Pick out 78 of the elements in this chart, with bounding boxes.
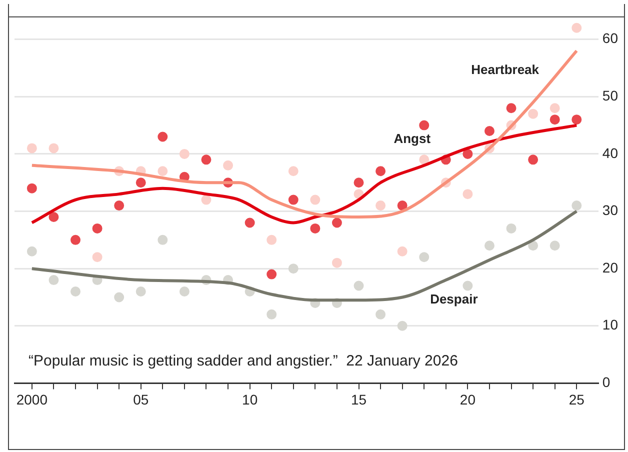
point [136, 178, 146, 188]
point [136, 286, 146, 296]
point [550, 114, 560, 125]
y-tick-label: 0 [602, 374, 610, 390]
point [419, 120, 430, 130]
point [26, 143, 37, 154]
point [48, 212, 59, 222]
point [92, 252, 102, 262]
point [26, 246, 37, 256]
point [528, 240, 538, 251]
point [397, 320, 408, 331]
point [266, 269, 277, 280]
point [288, 194, 298, 205]
point [354, 280, 364, 291]
x-tick-label: 10 [242, 391, 258, 408]
point [528, 154, 538, 165]
point [332, 218, 342, 228]
point [266, 309, 277, 320]
point [462, 148, 473, 159]
y-tick-label: 10 [602, 316, 618, 333]
x-tick-label: 20 [460, 391, 476, 408]
point [550, 103, 560, 114]
point [310, 223, 320, 234]
y-tick-label: 30 [602, 202, 618, 218]
point [376, 309, 386, 320]
point [92, 223, 102, 234]
point [70, 286, 81, 296]
point [572, 114, 582, 125]
y-tick-label: 40 [602, 144, 618, 161]
point [462, 280, 473, 291]
point [550, 240, 560, 251]
point [266, 234, 277, 245]
point [223, 160, 234, 170]
x-tick-label: 15 [350, 391, 367, 408]
x-tick-label: 2000 [16, 391, 48, 408]
point [528, 108, 538, 119]
point [158, 166, 168, 176]
x-tick-label: 25 [568, 391, 585, 408]
point [332, 258, 342, 268]
y-tick-label: 20 [602, 259, 618, 276]
point [484, 126, 494, 136]
point [26, 183, 37, 194]
point [376, 166, 386, 176]
point [506, 223, 516, 234]
point [397, 246, 408, 256]
point [419, 252, 430, 262]
point [288, 166, 298, 176]
y-tick-label: 50 [602, 87, 618, 104]
point [484, 240, 494, 251]
point [506, 103, 516, 114]
point [397, 200, 408, 211]
series-label: Heartbreak [471, 62, 540, 77]
point [48, 275, 59, 286]
point [48, 143, 59, 154]
point [114, 200, 124, 211]
point [354, 178, 364, 188]
annotation: “Popular music is getting sadder and angstier.” 22 January 2026 [28, 352, 458, 370]
point [114, 292, 124, 302]
line-series [30, 49, 578, 218]
point [462, 189, 473, 200]
point [179, 286, 190, 296]
point [419, 154, 430, 165]
point [572, 22, 582, 33]
point [201, 194, 212, 205]
x-tick-label: 05 [133, 391, 149, 408]
point [310, 194, 320, 205]
point [201, 154, 212, 165]
point [158, 234, 168, 245]
series-label: Despair [430, 292, 478, 307]
y-tick-label: 60 [602, 30, 618, 46]
point [158, 132, 168, 142]
point [288, 264, 298, 274]
point [244, 218, 255, 228]
series-label: Angst [394, 130, 432, 146]
point [179, 148, 190, 159]
point [376, 200, 386, 211]
point [70, 234, 81, 245]
point [572, 200, 582, 211]
